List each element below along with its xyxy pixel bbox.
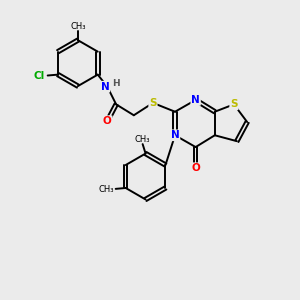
Text: H: H: [112, 79, 119, 88]
Text: Cl: Cl: [33, 71, 44, 81]
Text: S: S: [230, 99, 238, 110]
Text: O: O: [103, 116, 112, 126]
Text: CH₃: CH₃: [70, 22, 85, 31]
Text: N: N: [171, 130, 179, 140]
Text: O: O: [191, 163, 200, 173]
Text: N: N: [191, 95, 200, 105]
Text: S: S: [149, 98, 157, 108]
Text: CH₃: CH₃: [98, 185, 114, 194]
Text: N: N: [100, 82, 109, 92]
Text: CH₃: CH₃: [135, 135, 150, 144]
